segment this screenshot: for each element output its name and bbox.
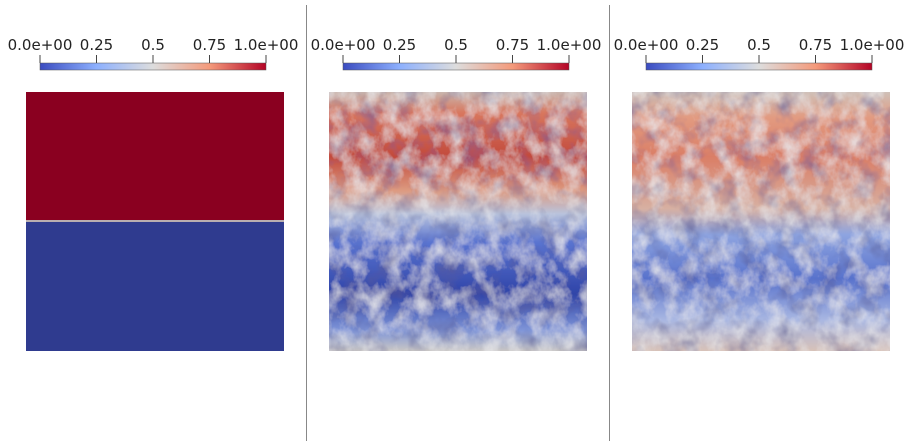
colorbar (342, 62, 570, 71)
colorbar-tick-label: 0.5 (444, 36, 468, 54)
colorbar-tick-label: 0.5 (747, 36, 771, 54)
field-top (26, 92, 284, 221)
colorbar-tick-label: 0.0e+00 (8, 36, 73, 54)
colorbar-tick-label: 1.0e+00 (234, 36, 299, 54)
colorbar-tick-label: 0.25 (383, 36, 416, 54)
colorbar-tick-label: 0.75 (496, 36, 529, 54)
colorbar-tick-label: 0.25 (686, 36, 719, 54)
colorbar-tick-label: 0.75 (799, 36, 832, 54)
colorbar (39, 62, 267, 71)
colorbar-tick-label: 0.0e+00 (311, 36, 376, 54)
colorbar-tick-label: 0.5 (141, 36, 165, 54)
colorbar-tick-label: 0.25 (80, 36, 113, 54)
field-bottom (26, 221, 284, 351)
colorbar-tick-label: 0.75 (193, 36, 226, 54)
field (632, 92, 890, 351)
colorbar-tick-label: 0.0e+00 (614, 36, 679, 54)
colorbar (645, 62, 873, 71)
colorbar-tick-label: 1.0e+00 (537, 36, 602, 54)
colorbar-tick-label: 1.0e+00 (840, 36, 905, 54)
field (329, 92, 587, 351)
